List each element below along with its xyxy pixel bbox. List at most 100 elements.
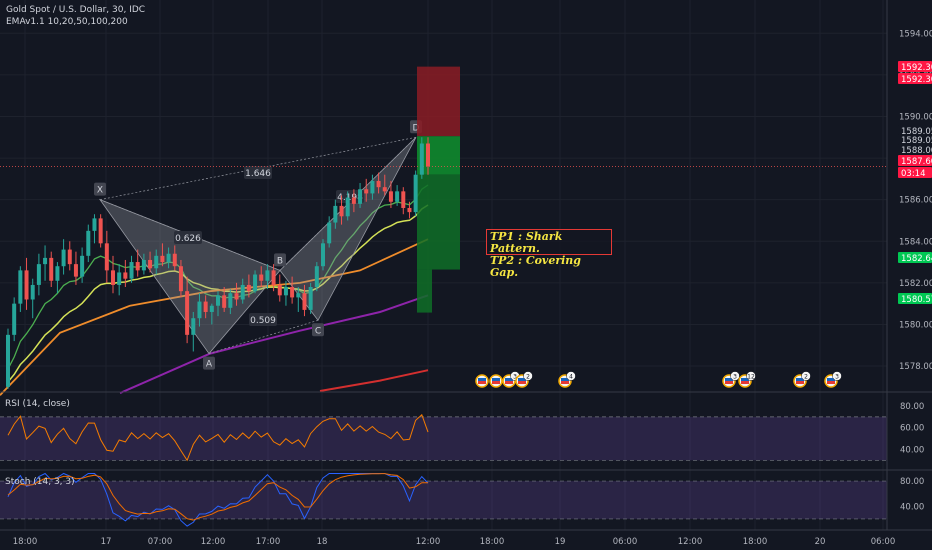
time-tick: 18 <box>317 537 328 547</box>
stoch-title: Stoch (14, 3, 3) <box>5 477 75 487</box>
candle-body <box>283 287 288 296</box>
candle-body <box>419 143 424 175</box>
candle-body <box>345 197 350 217</box>
stoch-k-line <box>7 472 429 527</box>
price-tick: 1594.00 <box>899 29 932 39</box>
price-label-badge <box>898 73 932 84</box>
event-flag-icon <box>827 381 835 384</box>
candle-body <box>426 143 430 167</box>
candle-body <box>253 274 258 292</box>
candle-body <box>111 270 115 285</box>
event-count-badge <box>801 371 811 381</box>
event-flag-icon <box>741 381 749 384</box>
price-label: 1589.05 <box>901 127 932 137</box>
ratio-badge <box>174 231 202 244</box>
candle-body <box>55 266 60 281</box>
price-tick: 1582.00 <box>899 279 932 289</box>
price-tick: 1580.00 <box>899 320 932 330</box>
candle-body <box>209 305 214 312</box>
time-tick: 12:00 <box>416 537 441 547</box>
tp-annotation[interactable]: TP1 : Shark Pattern. TP2 : Covering Gap. <box>486 229 612 279</box>
event-flag-icon <box>561 378 569 381</box>
event-count: 2 <box>804 374 808 381</box>
pattern-point-x: X <box>97 186 103 196</box>
candle-body <box>185 291 190 335</box>
candle-body <box>216 295 220 306</box>
candle-body <box>67 249 72 265</box>
stop-loss-zone <box>417 66 460 137</box>
candle-body <box>141 259 146 271</box>
time-tick: 17 <box>101 537 112 547</box>
price-tick: 1586.00 <box>899 196 932 206</box>
candle-body <box>351 197 356 204</box>
time-tick: 18:00 <box>480 537 505 547</box>
candle-body <box>92 218 97 231</box>
price-label: 1589.05 <box>901 136 932 146</box>
stoch-band <box>0 481 887 519</box>
harmonic-pattern: X A B C D 1.646 0.626 0.509 4.198 <box>94 120 422 370</box>
pattern-point-c: C <box>315 326 321 336</box>
ema-100-line <box>119 294 429 395</box>
event-flag-icon <box>492 378 500 381</box>
candle-body <box>135 262 140 271</box>
candle-body <box>333 205 338 223</box>
rsi-band <box>0 416 887 461</box>
candle-body <box>73 264 78 277</box>
pattern-point-b: B <box>277 256 283 266</box>
stoch-pane: Stoch (14, 3, 3) 80.00 40.00 <box>0 472 924 527</box>
event-flag-icon <box>478 381 486 384</box>
ema-20-line <box>7 204 429 383</box>
ratio-1.646: 1.646 <box>245 169 271 179</box>
event-icons: 3 2 4 3 12 2 3 <box>475 371 842 388</box>
ema-lines <box>0 184 429 396</box>
ema-200-line <box>319 369 429 392</box>
candle-body <box>148 259 153 269</box>
price-tick: 1590.00 <box>899 112 932 122</box>
time-tick: 18:00 <box>13 537 38 547</box>
candle-body <box>364 189 369 194</box>
price-label: 03:14 <box>901 169 926 179</box>
candle-body <box>296 293 301 298</box>
candle-body <box>388 191 393 202</box>
candle-body <box>240 284 245 300</box>
pattern-point-badge <box>94 182 106 196</box>
candle-body <box>12 303 17 335</box>
rsi-tick: 80.00 <box>900 402 924 412</box>
tp1-text: TP1 : Shark Pattern. <box>490 230 563 255</box>
candle-body <box>302 293 307 310</box>
event-count-badge <box>566 371 576 381</box>
event-count-badge <box>523 371 533 381</box>
candle-body <box>382 187 387 192</box>
pattern-ratio-line <box>208 319 319 354</box>
rsi-tick: 60.00 <box>900 424 924 434</box>
tp2-text: TP2 : Covering Gap. <box>490 254 581 279</box>
candle-body <box>358 189 363 204</box>
candle-body <box>314 266 319 288</box>
event-flag-icon <box>741 378 749 381</box>
pattern-point-d: D <box>413 123 420 133</box>
price-label-badge <box>898 155 932 166</box>
price-label-badge <box>898 61 932 72</box>
candle-body <box>401 191 406 208</box>
event-count: 3 <box>835 374 839 381</box>
profit-zone-tp1 <box>417 174 460 270</box>
price-label-badge <box>898 293 932 304</box>
ratio-badge <box>336 190 364 203</box>
event-flag-icon <box>725 381 733 384</box>
event-flag-icon <box>492 381 500 384</box>
event-flag-icon <box>796 378 804 381</box>
grid <box>0 0 887 530</box>
price-label-badge <box>898 125 932 136</box>
event-flag-icon <box>505 378 513 381</box>
price-label: 1587.60 <box>901 157 932 167</box>
profit-zone-upper <box>417 136 460 175</box>
time-tick: 17:00 <box>256 537 281 547</box>
candle-body <box>222 295 227 308</box>
event-flag-icon <box>796 381 804 384</box>
candle-body <box>36 264 41 285</box>
candle-body <box>234 293 239 300</box>
event-count: 3 <box>513 374 517 381</box>
candle-body <box>265 270 270 281</box>
